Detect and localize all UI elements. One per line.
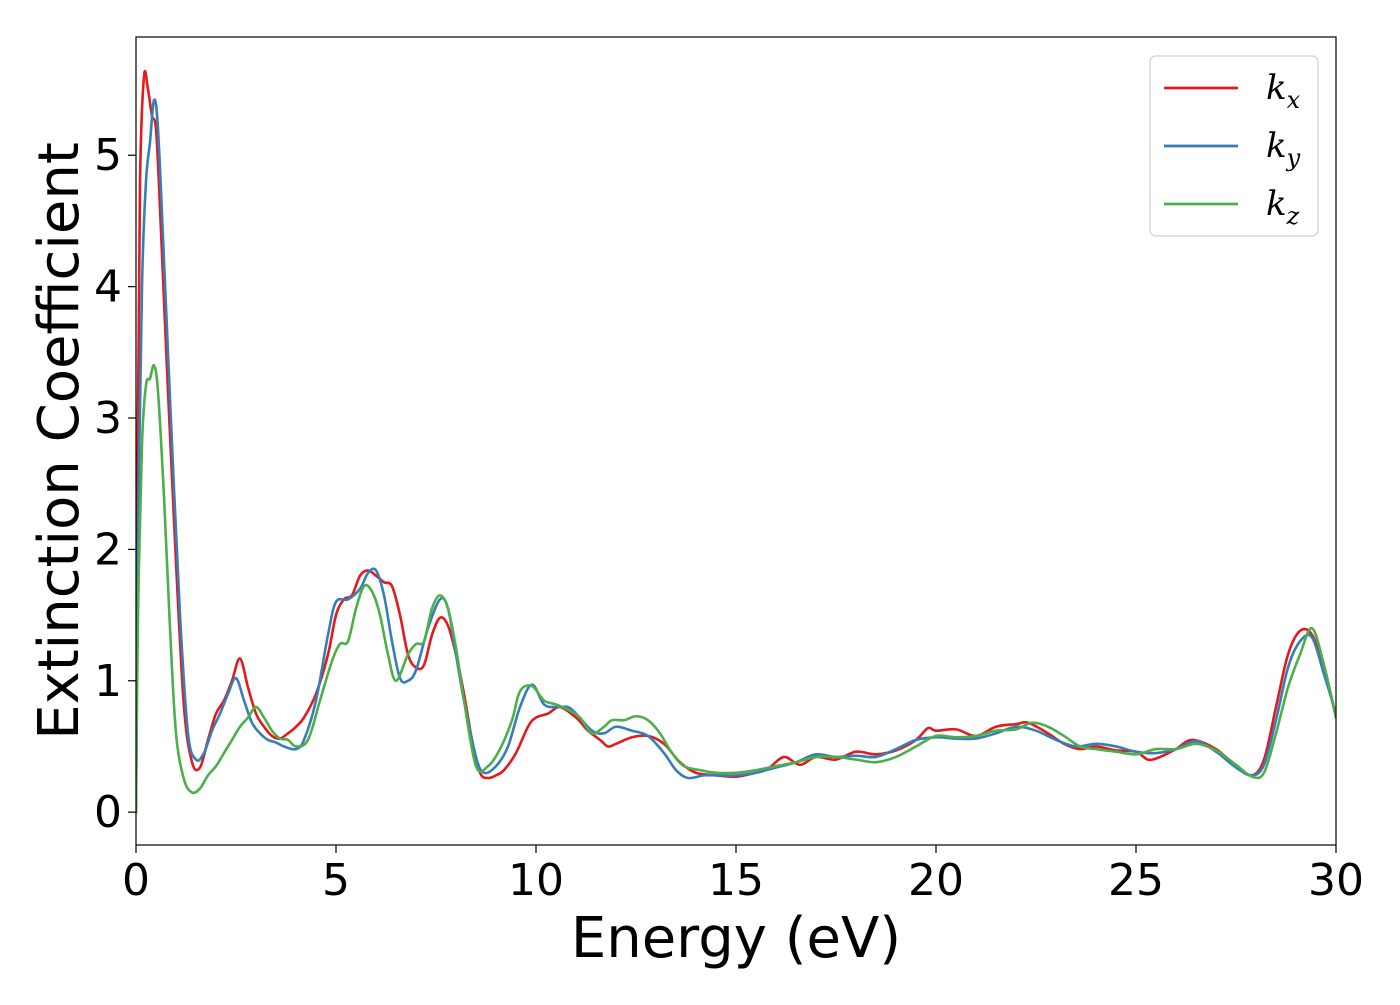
x-tick-label: 15 (708, 855, 764, 906)
legend: kx ky kz (1149, 55, 1319, 237)
series-line-ky (136, 98, 1336, 814)
x-tick-label: 20 (908, 855, 964, 906)
y-tick-label: 2 (94, 524, 122, 575)
x-tick-label: 0 (122, 855, 150, 906)
y-axis-label: Extinction Coefficient (27, 142, 92, 740)
legend-label-ky: ky (1266, 126, 1301, 172)
x-tick-label: 5 (322, 855, 350, 906)
y-tick-label: 1 (94, 656, 122, 707)
x-tick-label: 10 (508, 855, 564, 906)
y-tick-label: 4 (94, 262, 122, 313)
legend-label-kz: kz (1266, 184, 1300, 230)
y-tick-label: 0 (94, 787, 122, 838)
x-tick-label: 25 (1108, 855, 1164, 906)
y-tick-label: 5 (94, 130, 122, 181)
series-layer (136, 69, 1336, 814)
x-tick-label: 30 (1308, 855, 1364, 906)
x-axis-label: Energy (eV) (571, 906, 901, 971)
series-line-kz (136, 363, 1336, 814)
y-tick-label: 3 (94, 393, 122, 444)
legend-label-kx: kx (1266, 68, 1301, 114)
tick-layer: 0 5 10 15 20 25 30 0 1 2 3 4 5 (94, 130, 1364, 906)
